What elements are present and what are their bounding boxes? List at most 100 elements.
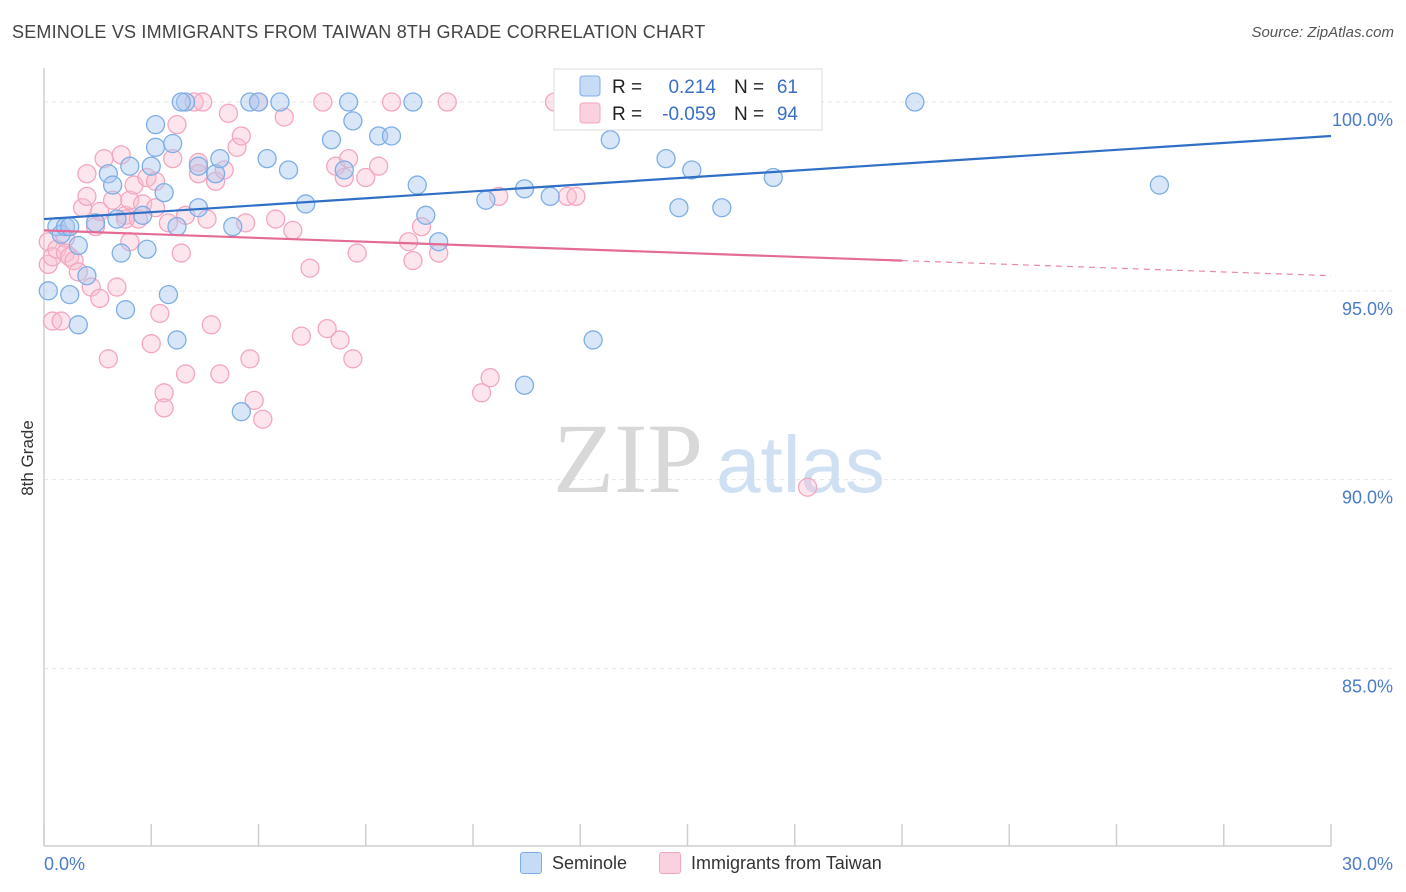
point-seminole bbox=[338, 92, 359, 112]
legend-r-value-taiwan: -0.059 bbox=[662, 104, 716, 125]
point-taiwan bbox=[334, 167, 354, 188]
point-taiwan bbox=[77, 186, 97, 207]
point-taiwan bbox=[403, 250, 423, 271]
legend-r-label-taiwan: R = bbox=[612, 104, 642, 125]
point-seminole bbox=[656, 148, 676, 169]
point-seminole bbox=[476, 190, 496, 210]
point-seminole bbox=[270, 92, 290, 112]
point-seminole bbox=[514, 375, 535, 395]
point-seminole bbox=[600, 130, 620, 150]
point-taiwan bbox=[347, 243, 367, 263]
point-seminole bbox=[210, 148, 230, 169]
point-taiwan bbox=[343, 349, 363, 369]
point-taiwan bbox=[201, 315, 221, 335]
y-tick-label: 100.0% bbox=[1332, 110, 1393, 130]
bottom-legend-label-taiwan: Immigrants from Taiwan bbox=[691, 852, 882, 873]
point-seminole bbox=[669, 198, 689, 218]
point-taiwan bbox=[437, 92, 457, 112]
point-taiwan bbox=[330, 330, 350, 350]
watermark-atlas: atlas bbox=[716, 420, 885, 509]
series-seminole-points bbox=[38, 92, 1170, 422]
legend-swatch-seminole bbox=[579, 75, 601, 97]
point-seminole bbox=[188, 156, 209, 176]
trend-line-taiwan bbox=[43, 229, 903, 262]
point-seminole bbox=[77, 266, 97, 286]
point-seminole bbox=[248, 92, 269, 112]
point-seminole bbox=[343, 111, 363, 131]
point-seminole bbox=[205, 164, 226, 184]
point-seminole bbox=[296, 194, 316, 214]
y-tick-labels: 100.0% 95.0% 90.0% 85.0% bbox=[1332, 110, 1393, 697]
bottom-legend-item-seminole: Seminole bbox=[520, 852, 627, 874]
y-tick-label: 95.0% bbox=[1342, 299, 1393, 319]
bottom-legend-item-taiwan: Immigrants from Taiwan bbox=[659, 852, 882, 874]
source-label: Source: ZipAtlas.com bbox=[1251, 24, 1394, 41]
point-seminole bbox=[231, 402, 251, 422]
point-seminole bbox=[120, 156, 140, 176]
point-taiwan bbox=[797, 477, 818, 497]
point-taiwan bbox=[150, 303, 170, 324]
point-seminole bbox=[583, 330, 603, 350]
point-taiwan bbox=[480, 368, 500, 388]
point-seminole bbox=[540, 186, 560, 207]
point-seminole bbox=[257, 148, 277, 169]
point-taiwan bbox=[77, 164, 97, 184]
y-axis-label: 8th Grade bbox=[18, 420, 37, 496]
point-taiwan bbox=[90, 288, 110, 309]
point-seminole bbox=[171, 92, 191, 112]
point-taiwan bbox=[240, 349, 260, 369]
point-seminole bbox=[68, 315, 88, 335]
trend-line-taiwan-extension bbox=[901, 260, 1332, 277]
point-taiwan bbox=[291, 326, 312, 346]
point-taiwan bbox=[338, 148, 359, 169]
point-seminole bbox=[712, 198, 732, 218]
point-taiwan bbox=[141, 334, 161, 354]
point-taiwan bbox=[193, 92, 213, 112]
point-taiwan bbox=[167, 115, 187, 135]
point-taiwan bbox=[566, 186, 586, 207]
point-seminole bbox=[145, 115, 166, 135]
point-seminole bbox=[167, 330, 187, 350]
point-taiwan bbox=[64, 250, 84, 271]
bottom-legend-swatch-seminole bbox=[520, 852, 542, 874]
point-seminole bbox=[102, 175, 123, 195]
point-seminole bbox=[60, 216, 80, 237]
point-seminole bbox=[1149, 175, 1170, 195]
point-seminole bbox=[905, 92, 925, 112]
chart-title: SEMINOLE VS IMMIGRANTS FROM TAIWAN 8TH G… bbox=[12, 22, 706, 42]
point-taiwan bbox=[317, 318, 337, 339]
watermark-zip: ZIP bbox=[553, 403, 703, 514]
point-taiwan bbox=[231, 126, 251, 146]
point-taiwan bbox=[171, 243, 191, 263]
point-taiwan bbox=[398, 232, 419, 252]
point-seminole bbox=[403, 92, 423, 112]
legend-n-value-seminole: 61 bbox=[777, 77, 798, 98]
point-taiwan bbox=[300, 258, 320, 278]
point-seminole bbox=[141, 156, 161, 176]
stats-legend: R = 0.214 N = 61 R = -0.059 N = 94 bbox=[553, 68, 823, 131]
point-seminole bbox=[416, 205, 436, 225]
point-taiwan bbox=[253, 409, 273, 429]
bottom-legend-label-seminole: Seminole bbox=[552, 852, 628, 873]
x-tick-label-max: 30.0% bbox=[1342, 854, 1393, 874]
point-taiwan bbox=[98, 349, 118, 369]
legend-n-label-taiwan: N = bbox=[734, 104, 764, 125]
point-taiwan bbox=[163, 148, 183, 169]
point-taiwan bbox=[210, 364, 230, 384]
bottom-legend: Seminole Immigrants from Taiwan bbox=[520, 852, 914, 874]
point-seminole bbox=[429, 232, 449, 252]
point-seminole bbox=[154, 182, 174, 203]
legend-r-label-seminole: R = bbox=[612, 77, 642, 98]
point-seminole bbox=[115, 300, 136, 320]
y-tick-label: 85.0% bbox=[1342, 676, 1393, 696]
legend-n-value-taiwan: 94 bbox=[777, 104, 799, 125]
trend-lines bbox=[43, 134, 1332, 277]
point-seminole bbox=[98, 164, 118, 184]
bottom-legend-swatch-taiwan bbox=[659, 852, 682, 874]
legend-swatch-taiwan bbox=[579, 102, 601, 124]
x-ticks bbox=[43, 824, 1332, 846]
point-taiwan bbox=[356, 167, 376, 188]
point-seminole bbox=[381, 126, 402, 146]
point-seminole bbox=[163, 133, 183, 154]
